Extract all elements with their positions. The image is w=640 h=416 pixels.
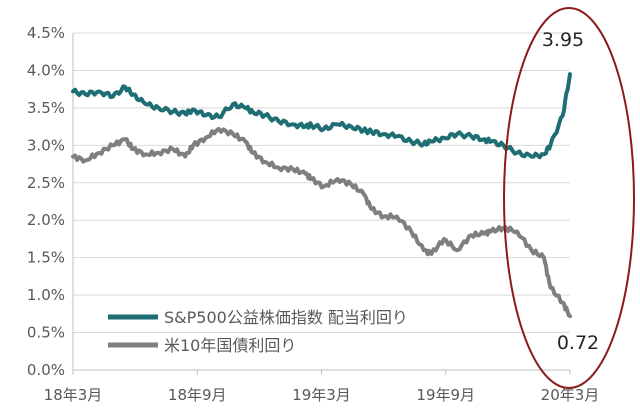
x-tick-label: 18年9月 [168,386,227,404]
x-tick-label: 19年3月 [292,386,351,404]
y-tick-label: 2.0% [27,211,65,229]
y-tick-label: 3.5% [27,99,65,117]
end-value-label-us10y: 0.72 [557,332,599,354]
series-lines [71,72,572,319]
x-tick-labels: 18年3月 18年9月 19年3月 19年9月 20年3月 [44,386,600,404]
x-tick-label: 20年3月 [541,386,600,404]
legend-label: 米10年国債利回り [164,336,296,355]
annotations: 3.95 0.72 [503,7,635,389]
y-tick-label: 1.5% [27,249,65,267]
highlight-ellipse [503,7,635,389]
series-line-us10y-yield [71,126,572,319]
x-tick-label: 19年9月 [416,386,475,404]
y-tick-label: 2.5% [27,174,65,192]
y-tick-label: 1.0% [27,286,65,304]
series-line-sp500-utilities-dividend-yield [71,72,572,160]
y-tick-label: 0.0% [27,361,65,379]
legend-label: S&P500公益株価指数 配当利回り [164,308,408,327]
end-value-label-sp500: 3.95 [542,29,584,51]
y-tick-label: 3.0% [27,136,65,154]
y-tick-label: 4.0% [27,61,65,79]
y-tick-label: 4.5% [27,24,65,42]
x-tick-label: 18年3月 [44,386,103,404]
y-tick-labels: 0.0% 0.5% 1.0% 1.5% 2.0% 2.5% 3.0% 3.5% 4.0% 4.5% [27,24,65,379]
y-tick-label: 0.5% [27,324,65,342]
